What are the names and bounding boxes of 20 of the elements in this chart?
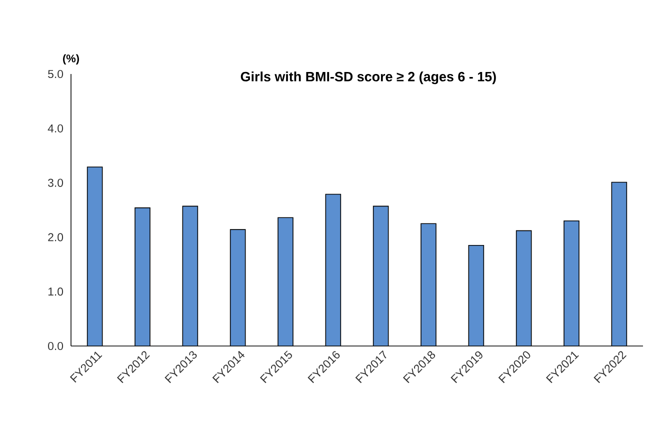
bar [326,194,341,346]
bar [516,230,532,346]
chart-title: Girls with BMI-SD score ≥ 2 (ages 6 - 15) [240,72,496,84]
bar [87,167,102,346]
y-tick-label: 4.0 [48,124,64,132]
y-tick-label: 1.0 [48,288,64,296]
bar [135,208,150,346]
bar [230,230,246,346]
y-tick-label: 5.0 [48,70,64,78]
bar [421,224,436,346]
bar [373,206,388,346]
bar [468,245,484,346]
y-tick-label: 0.0 [48,342,64,350]
y-axis-title: (%) [63,54,79,64]
y-tick-label: 2.0 [48,233,64,242]
bar [278,218,294,346]
y-tick-label: 3.0 [48,178,64,187]
bar [182,206,198,346]
bar [564,220,580,346]
bar [611,182,628,346]
